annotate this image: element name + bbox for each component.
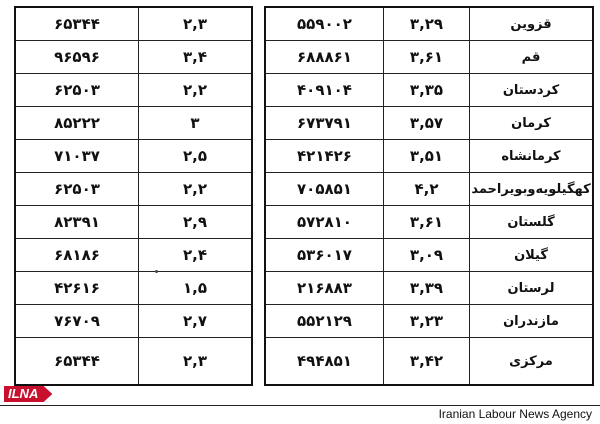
- rate-cell: ۲,۲: [183, 180, 208, 198]
- number-cell: ۶۵۳۴۴: [16, 338, 139, 384]
- province-cell: لرستان: [507, 280, 555, 296]
- table-row: ۲۱۶۸۸۳ ۳,۳۹ لرستان: [266, 272, 592, 305]
- rate-cell: ۲,۷: [183, 312, 208, 330]
- rate-cell: ۲,۳: [183, 15, 208, 33]
- stray-mark: [155, 270, 158, 273]
- rate-cell: ۳,۵۱: [384, 140, 470, 172]
- agency-name: Iranian Labour News Agency: [438, 407, 592, 421]
- table-row: ۷۶۷۰۹ ۲,۷: [16, 305, 251, 338]
- table-row: ۶۵۳۴۴ ۲,۳: [16, 338, 251, 384]
- rate-cell: ۳,۰۹: [384, 239, 470, 271]
- rate-cell: ۳,۲۳: [384, 305, 470, 337]
- rate-cell: ۳,۴۲: [384, 338, 470, 384]
- number-cell: ۴۲۶۱۶: [16, 272, 139, 304]
- table-row: ۶۲۵۰۳ ۲,۲: [16, 173, 251, 206]
- number-cell: ۷۰۵۸۵۱: [266, 173, 384, 205]
- rate-cell: ۳,۳۵: [384, 74, 470, 106]
- rate-cell: ۳,۶۱: [384, 41, 470, 73]
- rate-cell: ۳: [190, 114, 200, 132]
- number-cell: ۴۲۱۴۲۶: [266, 140, 384, 172]
- number-cell: ۵۵۹۰۰۲: [266, 8, 384, 40]
- rate-cell: ۲,۹: [183, 213, 208, 231]
- left-table: ۶۵۳۴۴ ۲,۳ ۹۶۵۹۶ ۳,۴ ۶۲۵۰۳ ۲,۲ ۸۵۲۲۲ ۳ ۷۱۰۳۷ ۲,۵ ۶۲…: [14, 6, 253, 386]
- table-row: ۶۸۱۸۶ ۲,۴: [16, 239, 251, 272]
- province-cell: کهگیلویه‌وبویراحمد: [471, 181, 591, 197]
- province-cell: کردستان: [502, 82, 560, 98]
- table-row: ۴۲۶۱۶ ۱,۵: [16, 272, 251, 305]
- table-row: ۵۵۲۱۲۹ ۳,۲۳ مازندران: [266, 305, 592, 338]
- table-row: ۸۵۲۲۲ ۳: [16, 107, 251, 140]
- left-table-body: ۶۵۳۴۴ ۲,۳ ۹۶۵۹۶ ۳,۴ ۶۲۵۰۳ ۲,۲ ۸۵۲۲۲ ۳ ۷۱۰۳۷ ۲,۵ ۶۲…: [16, 8, 251, 384]
- table-row: ۵۷۲۸۱۰ ۳,۶۱ گلستان: [266, 206, 592, 239]
- province-cell: گلستان: [507, 214, 555, 230]
- table-row: ۶۵۳۴۴ ۲,۳: [16, 8, 251, 41]
- table-row: ۴۲۱۴۲۶ ۳,۵۱ کرمانشاه: [266, 140, 592, 173]
- table-row: ۴۰۹۱۰۴ ۳,۳۵ کردستان: [266, 74, 592, 107]
- rate-cell: ۲,۳: [183, 352, 208, 370]
- number-cell: ۵۳۶۰۱۷: [266, 239, 384, 271]
- number-cell: ۶۵۳۴۴: [16, 8, 139, 40]
- number-cell: ۲۱۶۸۸۳: [266, 272, 384, 304]
- number-cell: ۹۶۵۹۶: [16, 41, 139, 73]
- table-row: ۷۱۰۳۷ ۲,۵: [16, 140, 251, 173]
- rate-cell: ۲,۵: [183, 147, 208, 165]
- table-row: ۸۲۳۹۱ ۲,۹: [16, 206, 251, 239]
- rate-cell: ۲,۴: [183, 246, 208, 264]
- province-cell: کرمان: [511, 115, 551, 131]
- rate-cell: ۴,۲: [384, 173, 470, 205]
- number-cell: ۷۱۰۳۷: [16, 140, 139, 172]
- table-row: ۷۰۵۸۵۱ ۴,۲ کهگیلویه‌وبویراحمد: [266, 173, 592, 206]
- number-cell: ۶۲۵۰۳: [16, 74, 139, 106]
- rate-cell: ۳,۵۷: [384, 107, 470, 139]
- rate-cell: ۳,۲۹: [384, 8, 470, 40]
- rate-cell: ۲,۲: [183, 81, 208, 99]
- table-row: ۶۸۸۸۶۱ ۳,۶۱ قم: [266, 41, 592, 74]
- number-cell: ۸۵۲۲۲: [16, 107, 139, 139]
- province-cell: مرکزی: [509, 353, 553, 369]
- footer: ILNA Iranian Labour News Agency: [0, 384, 600, 424]
- province-cell: گیلان: [514, 247, 548, 263]
- number-cell: ۴۹۴۸۵۱: [266, 338, 384, 384]
- province-cell: قم: [521, 49, 541, 65]
- province-cell: قزوین: [510, 16, 552, 32]
- rate-cell: ۳,۴: [183, 48, 208, 66]
- right-table: ۵۵۹۰۰۲ ۳,۲۹ قزوین ۶۸۸۸۶۱ ۳,۶۱ قم ۴۰۹۱۰۴ ۳,۳۵ کرد…: [264, 6, 594, 386]
- table-row: ۵۳۶۰۱۷ ۳,۰۹ گیلان: [266, 239, 592, 272]
- table-row: ۵۵۹۰۰۲ ۳,۲۹ قزوین: [266, 8, 592, 41]
- number-cell: ۵۷۲۸۱۰: [266, 206, 384, 238]
- table-row: ۴۹۴۸۵۱ ۳,۴۲ مرکزی: [266, 338, 592, 384]
- number-cell: ۵۵۲۱۲۹: [266, 305, 384, 337]
- province-cell: کرمانشاه: [501, 148, 561, 164]
- number-cell: ۸۲۳۹۱: [16, 206, 139, 238]
- rate-cell: ۳,۳۹: [384, 272, 470, 304]
- number-cell: ۶۲۵۰۳: [16, 173, 139, 205]
- number-cell: ۶۸۸۸۶۱: [266, 41, 384, 73]
- footer-divider: [0, 405, 600, 406]
- number-cell: ۴۰۹۱۰۴: [266, 74, 384, 106]
- province-cell: مازندران: [503, 313, 559, 329]
- table-row: ۶۲۵۰۳ ۲,۲: [16, 74, 251, 107]
- right-table-body: ۵۵۹۰۰۲ ۳,۲۹ قزوین ۶۸۸۸۶۱ ۳,۶۱ قم ۴۰۹۱۰۴ ۳,۳۵ کرد…: [266, 8, 592, 384]
- rate-cell: ۱,۵: [183, 279, 208, 297]
- rate-cell: ۳,۶۱: [384, 206, 470, 238]
- table-row: ۹۶۵۹۶ ۳,۴: [16, 41, 251, 74]
- number-cell: ۶۷۳۷۹۱: [266, 107, 384, 139]
- number-cell: ۷۶۷۰۹: [16, 305, 139, 337]
- table-row: ۶۷۳۷۹۱ ۳,۵۷ کرمان: [266, 107, 592, 140]
- ilna-logo: ILNA: [4, 386, 53, 402]
- number-cell: ۶۸۱۸۶: [16, 239, 139, 271]
